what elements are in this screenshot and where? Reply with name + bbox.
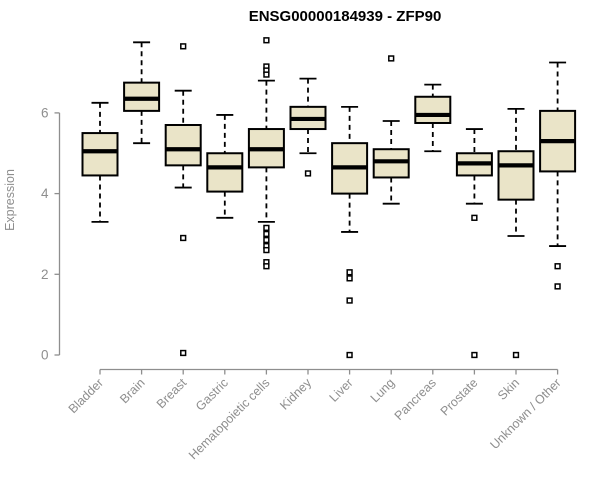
- outlier-point: [180, 43, 187, 50]
- iqr-box: [414, 95, 452, 124]
- iqr-box: [81, 132, 119, 177]
- x-category-label-pancreas: Pancreas: [392, 376, 439, 423]
- x-category-label-gastric: Gastric: [193, 376, 231, 414]
- box-group-gastric: [206, 114, 244, 219]
- x-category-label-skin: Skin: [495, 376, 522, 403]
- box-series: [81, 37, 577, 359]
- x-category-label-unknown-other: Unknown / Other: [487, 376, 563, 452]
- outlier-point: [180, 234, 187, 242]
- outlier-point: [512, 351, 520, 359]
- outlier-point: [346, 351, 353, 359]
- x-category-label-liver: Liver: [327, 376, 356, 405]
- box-group-kidney: [289, 77, 327, 177]
- outlier-point: [263, 71, 270, 78]
- outlier-point: [554, 283, 561, 290]
- x-category-label-breast: Breast: [154, 375, 190, 411]
- outlier-point: [263, 263, 270, 270]
- outlier-point: [388, 55, 395, 62]
- y-tick-label: 2: [41, 267, 49, 282]
- outlier-point: [180, 349, 187, 357]
- outlier-point: [554, 263, 561, 270]
- y-tick-label: 6: [41, 105, 49, 120]
- box-group-skin: [497, 107, 535, 359]
- outlier-point: [471, 214, 478, 221]
- iqr-box: [497, 150, 535, 201]
- box-group-lung: [372, 55, 410, 205]
- outlier-point: [346, 269, 353, 276]
- box-group-unknown-other: [539, 61, 577, 290]
- chart-title: ENSG00000184939 - ZFP90: [249, 8, 442, 25]
- x-category-label-hematopoietic-cells: Hematopoietic cells: [186, 376, 273, 463]
- box-group-prostate: [455, 128, 493, 359]
- y-tick-label: 4: [41, 186, 49, 201]
- outlier-point: [346, 275, 353, 282]
- box-group-bladder: [81, 101, 119, 223]
- box-group-pancreas: [414, 83, 452, 153]
- x-category-label-prostate: Prostate: [438, 376, 481, 419]
- outlier-point: [304, 170, 312, 177]
- outlier-point: [263, 230, 270, 238]
- iqr-box: [206, 152, 244, 193]
- box-group-liver: [331, 105, 369, 359]
- x-category-label-bladder: Bladder: [66, 376, 106, 416]
- x-category-label-brain: Brain: [117, 376, 148, 407]
- outlier-point: [263, 224, 270, 232]
- outlier-point: [263, 246, 270, 254]
- outlier-point: [471, 351, 478, 359]
- box-group-breast: [164, 43, 202, 357]
- y-axis-label: Expression: [3, 169, 17, 231]
- x-category-label-kidney: Kidney: [277, 375, 314, 412]
- outlier-point: [263, 236, 270, 244]
- iqr-box: [164, 124, 202, 167]
- box-group-brain: [123, 41, 161, 145]
- outlier-point: [346, 297, 353, 304]
- box-group-hematopoietic-cells: [247, 37, 285, 270]
- outlier-point: [263, 37, 270, 44]
- y-tick-label: 0: [41, 348, 49, 363]
- x-category-label-lung: Lung: [368, 376, 398, 406]
